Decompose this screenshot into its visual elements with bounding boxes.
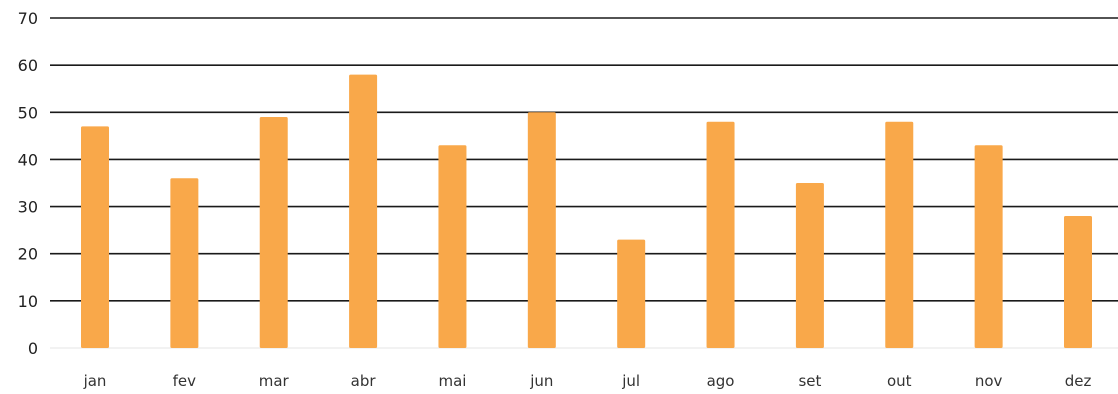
y-axis-ticks: 0 10 20 30 40 50 60 70 <box>18 9 38 358</box>
x-category-label-jul: jul <box>621 372 640 390</box>
bar-mai <box>438 145 467 348</box>
bar-jan <box>81 126 109 348</box>
bar-abr <box>349 74 378 349</box>
x-category-label-abr: abr <box>351 372 377 390</box>
x-category-label-jan: jan <box>83 372 107 390</box>
bar-jun <box>527 112 556 349</box>
bar-fev <box>170 178 199 348</box>
x-axis-categories: jan fev mar abr mai jun jul ago set out nov dez <box>83 372 1092 390</box>
x-category-label-nov: nov <box>975 372 1003 390</box>
x-category-label-ago: ago <box>707 372 735 390</box>
y-tick-label-40: 40 <box>18 150 38 169</box>
y-tick-label-50: 50 <box>18 103 38 122</box>
y-tick-label-60: 60 <box>18 56 38 75</box>
bar-out <box>885 121 914 348</box>
x-category-label-mar: mar <box>259 372 290 390</box>
bars <box>81 74 1092 349</box>
x-category-label-jun: jun <box>529 372 553 390</box>
y-tick-label-30: 30 <box>18 198 38 217</box>
gridlines <box>50 17 1118 349</box>
y-tick-label-0: 0 <box>28 339 38 358</box>
x-category-label-dez: dez <box>1065 372 1092 390</box>
bar-set <box>795 183 824 348</box>
x-category-label-fev: fev <box>173 372 197 390</box>
bar-ago <box>706 121 735 348</box>
x-category-label-out: out <box>887 372 912 390</box>
y-tick-label-10: 10 <box>18 292 38 311</box>
y-tick-label-70: 70 <box>18 9 38 28</box>
y-tick-label-20: 20 <box>18 245 38 264</box>
bar-dez <box>1064 216 1092 348</box>
bar-nov <box>974 145 1003 348</box>
bar-jul <box>617 239 646 348</box>
x-category-label-set: set <box>798 372 821 390</box>
bar-mar <box>259 117 288 348</box>
x-category-label-mai: mai <box>438 372 466 390</box>
